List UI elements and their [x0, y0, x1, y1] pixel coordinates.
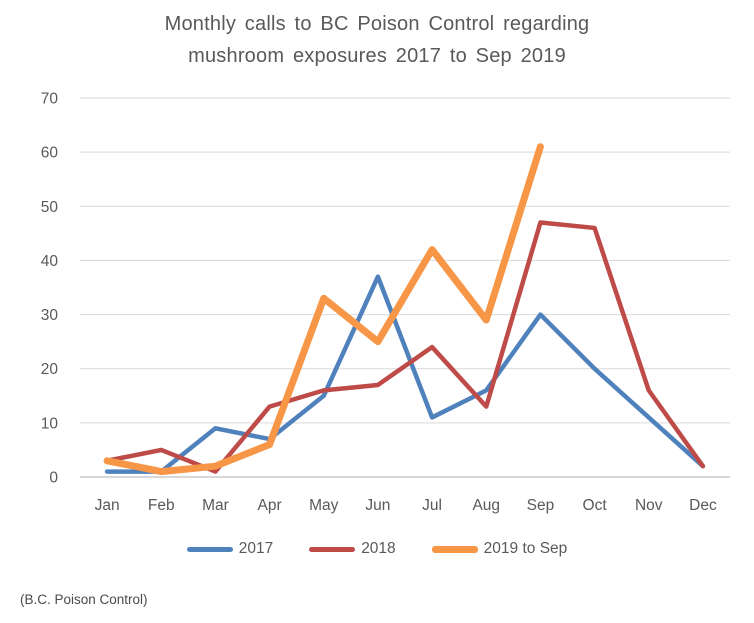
legend-label-2018: 2018 — [361, 540, 396, 557]
legend-item-2019: 2019 to Sep — [431, 540, 568, 558]
x-axis-tick-label: Oct — [583, 497, 608, 514]
credit-text: (B.C. Poison Control) — [20, 592, 148, 607]
legend-item-2018: 2018 — [309, 540, 396, 558]
y-axis-tick-label: 30 — [41, 307, 59, 324]
x-axis-tick-label: Feb — [148, 497, 175, 514]
x-axis-tick-label: Aug — [472, 497, 500, 514]
x-axis-tick-label: Jul — [422, 497, 442, 514]
chart-title-line1: Monthly calls to BC Poison Control regar… — [164, 13, 590, 35]
x-axis-tick-label: Apr — [258, 497, 282, 514]
x-axis-tick-label: Dec — [689, 497, 717, 514]
y-axis-tick-label: 60 — [41, 145, 59, 162]
y-axis-tick-label: 0 — [49, 470, 58, 487]
legend-label-2017: 2017 — [238, 540, 274, 557]
legend-label-2019: 2019 to Sep — [483, 540, 568, 557]
series-2017-line — [104, 274, 706, 474]
y-axis-tick-label: 10 — [41, 415, 59, 432]
series-2019-to-sep-line — [103, 143, 544, 476]
legend-marker-2017 — [186, 546, 233, 552]
y-axis-tick-label: 70 — [41, 91, 59, 108]
y-axis-tick-label: 20 — [41, 361, 59, 378]
chart-title-line2: mushroom exposures 2017 to Sep 2019 — [188, 45, 566, 67]
legend-marker-2019 — [431, 545, 478, 553]
x-axis-tick-label: Nov — [635, 497, 663, 514]
x-axis-tick-label: Sep — [527, 497, 555, 514]
x-axis-tick-label: Jan — [95, 497, 120, 514]
chart-title: Monthly calls to BC Poison Control regar… — [57, 8, 697, 72]
y-axis-tick-label: 50 — [41, 199, 59, 216]
x-axis-tick-label: May — [309, 497, 339, 514]
x-axis-tick-label: Mar — [202, 497, 229, 514]
x-axis-tick-label: Jun — [365, 497, 390, 514]
legend: 2017 2018 2019 to Sep — [0, 540, 754, 558]
y-axis-tick-label: 40 — [41, 253, 59, 270]
legend-marker-2018 — [309, 546, 356, 552]
plot-svg: 0 10 20 30 40 50 60 70 Jan Feb Mar Apr May Jun Jul Aug S… — [41, 91, 730, 514]
legend-item-2017: 2017 — [186, 540, 274, 558]
